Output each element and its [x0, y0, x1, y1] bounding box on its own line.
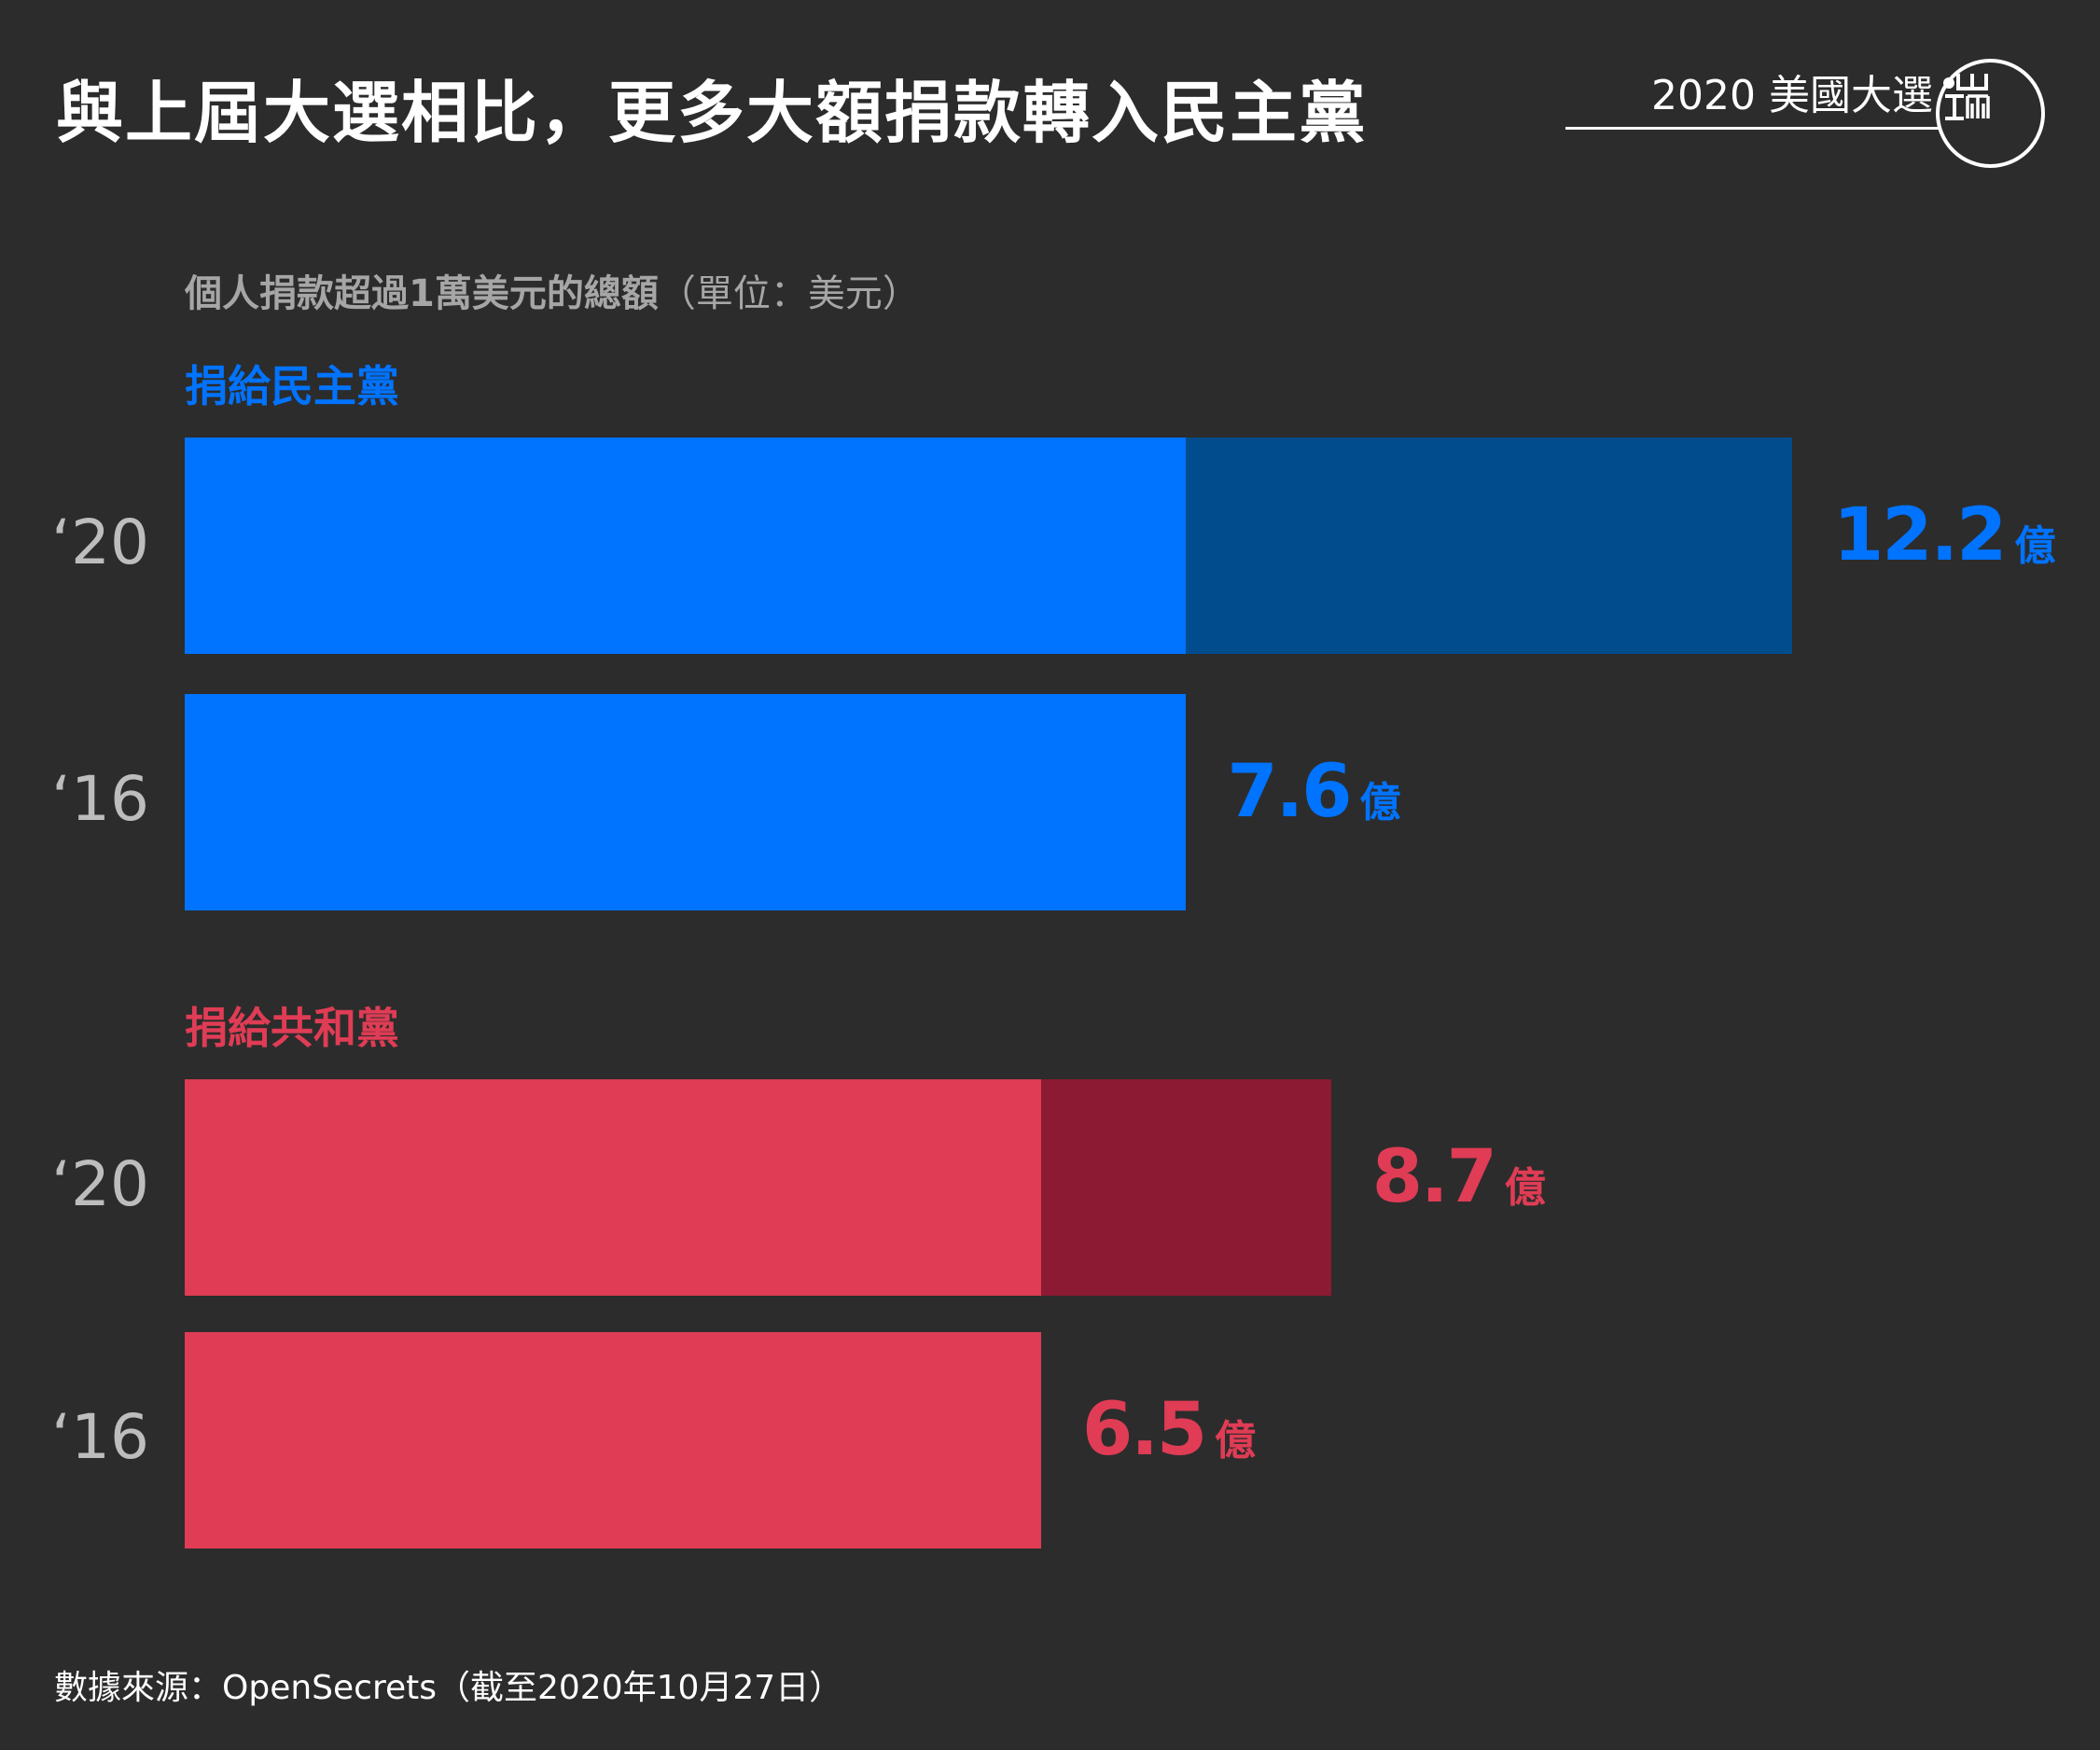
year-label: ‘16: [51, 763, 149, 835]
value-unit: 億: [1504, 1164, 1546, 1212]
value-number: 6.5: [1081, 1388, 1207, 1472]
year-label: ‘20: [51, 1148, 149, 1220]
bar-increase-segment: [1186, 438, 1792, 654]
value-number: 8.7: [1371, 1135, 1497, 1219]
bar: [185, 694, 1187, 910]
bar: [185, 1332, 1041, 1549]
source-note: 數據來源：OpenSecrets（截至2020年10月27日）: [54, 1669, 843, 1707]
bar-base-segment: [185, 1079, 1041, 1296]
chart-subtitle: 個人捐款超過1萬美元的總額（單位：美元）: [185, 263, 920, 317]
bar-base-segment: [185, 438, 1187, 654]
value-label: 8.7 億: [1372, 1135, 1546, 1219]
series-tag: 2020 美國大選: [1651, 72, 1933, 119]
subtitle-unit: （單位：美元）: [658, 272, 920, 315]
value-number: 7.6: [1227, 750, 1352, 834]
bar: [185, 1079, 1331, 1296]
bar-increase-segment: [1040, 1079, 1331, 1296]
bar-base-segment: [185, 1332, 1041, 1549]
year-label: ‘16: [51, 1401, 149, 1473]
value-label: 7.6 億: [1227, 750, 1400, 834]
value-label: 6.5 億: [1082, 1388, 1256, 1472]
group-label: 捐給民主黨: [185, 361, 399, 411]
subtitle-text: 個人捐款超過1萬美元的總額: [185, 272, 659, 315]
value-unit: 億: [2014, 522, 2056, 570]
bar-base-segment: [185, 694, 1187, 910]
value-label: 12.2 億: [1833, 493, 2055, 577]
year-label: ‘20: [51, 507, 149, 578]
value-unit: 億: [1359, 779, 1401, 826]
value-number: 12.2: [1833, 493, 2007, 577]
header-divider: [1565, 127, 1940, 130]
group-label: 捐給共和黨: [185, 1003, 399, 1053]
chart-title: 與上屆大選相比，更多大額捐款轉入民主黨: [56, 74, 1369, 152]
publisher-logo-icon: [1936, 59, 2045, 168]
value-unit: 億: [1215, 1417, 1257, 1465]
bar: [185, 438, 1792, 654]
